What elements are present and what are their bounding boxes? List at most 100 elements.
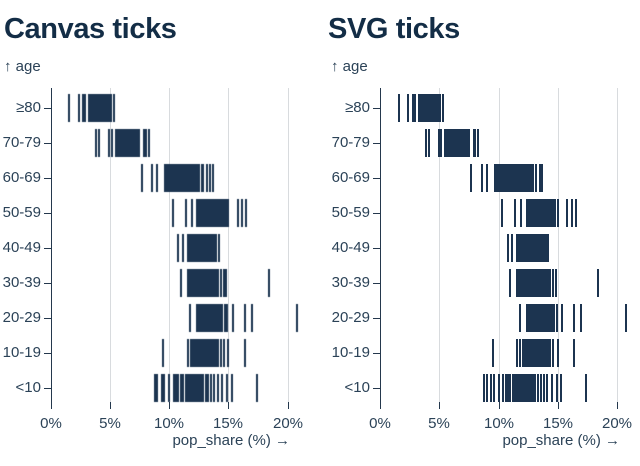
state-tick: [554, 199, 556, 227]
state-tick: [440, 129, 442, 157]
x-gridline: [169, 88, 170, 402]
state-tick: [531, 269, 533, 297]
state-tick: [522, 269, 524, 297]
x-axis-tick: [558, 402, 559, 409]
state-tick: [474, 129, 476, 157]
state-tick: [414, 94, 416, 122]
state-tick: [514, 199, 516, 227]
state-tick: [434, 94, 436, 122]
x-axis-title: pop_share (%) →: [502, 432, 620, 449]
state-tick: [543, 374, 545, 402]
state-tick: [534, 374, 536, 402]
state-tick: [507, 374, 509, 402]
state-tick: [540, 234, 542, 262]
state-tick: [502, 374, 504, 402]
state-tick: [541, 269, 543, 297]
x-gridline: [110, 88, 111, 402]
state-tick: [547, 199, 549, 227]
state-tick: [461, 129, 463, 157]
state-tick: [518, 234, 520, 262]
state-tick: [527, 374, 529, 402]
state-tick: [549, 269, 551, 297]
state-tick: [545, 304, 547, 332]
state-tick: [452, 129, 454, 157]
state-tick: [553, 199, 555, 227]
state-tick: [516, 269, 518, 297]
state-tick: [456, 129, 458, 157]
y-axis-tick: [44, 318, 51, 319]
state-tick: [522, 234, 524, 262]
y-axis-tick: [44, 283, 51, 284]
y-axis-tick: [373, 283, 380, 284]
state-tick: [524, 164, 526, 192]
y-tick-label: <10: [15, 379, 41, 396]
x-axis-tick: [380, 402, 381, 409]
x-axis-tick: [499, 402, 500, 409]
state-tick: [531, 234, 533, 262]
canvas-ticks-panel: Canvas ticks ↑ age 0% 5% 10% 15% 20% ≥80 70-79…: [0, 0, 320, 466]
state-tick: [533, 304, 535, 332]
state-tick: [473, 129, 475, 157]
y-axis-line: [51, 88, 52, 402]
x-axis-tick: [228, 402, 229, 409]
state-tick: [545, 269, 547, 297]
state-tick: [512, 374, 514, 402]
state-tick: [575, 199, 577, 227]
y-axis-tick: [373, 143, 380, 144]
state-tick: [419, 94, 421, 122]
x-gridline: [228, 88, 229, 402]
state-tick: [428, 94, 430, 122]
state-tick: [521, 374, 523, 402]
panel-title-svg: SVG ticks: [328, 13, 460, 45]
state-tick: [532, 339, 534, 367]
state-tick: [519, 304, 521, 332]
y-tick-label: 10-19: [2, 344, 41, 361]
state-tick: [460, 129, 462, 157]
state-tick: [449, 129, 451, 157]
state-tick: [477, 129, 479, 157]
state-tick: [549, 199, 551, 227]
y-axis-tick: [373, 213, 380, 214]
state-tick: [540, 304, 542, 332]
state-tick: [521, 164, 523, 192]
x-tick-label: 5%: [428, 415, 450, 432]
state-tick: [525, 234, 527, 262]
y-axis-line: [380, 88, 381, 402]
state-tick: [464, 129, 466, 157]
state-tick: [507, 234, 509, 262]
state-tick: [432, 94, 434, 122]
state-tick: [540, 269, 542, 297]
state-tick: [549, 339, 551, 367]
x-axis-tick: [439, 402, 440, 409]
state-tick: [510, 164, 512, 192]
y-tick-label: 60-69: [331, 169, 370, 186]
y-axis-tick: [44, 213, 51, 214]
y-axis-tick: [44, 248, 51, 249]
state-tick: [486, 374, 488, 402]
state-tick: [530, 164, 532, 192]
state-tick: [509, 269, 511, 297]
state-tick: [538, 304, 540, 332]
state-tick: [537, 374, 539, 402]
state-tick: [541, 339, 543, 367]
state-tick: [525, 339, 527, 367]
state-tick: [538, 339, 540, 367]
state-tick: [545, 199, 547, 227]
y-axis-title: ↑ age: [331, 58, 368, 75]
state-tick: [561, 304, 563, 332]
x-axis-title: pop_share (%) →: [172, 432, 290, 449]
state-tick: [412, 94, 414, 122]
state-tick: [407, 94, 409, 122]
y-tick-label: 70-79: [331, 134, 370, 151]
state-tick: [398, 94, 400, 122]
state-tick: [541, 234, 543, 262]
state-tick: [435, 94, 437, 122]
y-tick-label: 20-29: [2, 309, 41, 326]
x-gridline: [288, 88, 289, 402]
state-tick: [501, 199, 503, 227]
state-tick: [526, 304, 528, 332]
state-tick: [525, 374, 527, 402]
x-axis-tick: [169, 402, 170, 409]
y-axis-tick: [44, 388, 51, 389]
state-tick: [552, 339, 554, 367]
